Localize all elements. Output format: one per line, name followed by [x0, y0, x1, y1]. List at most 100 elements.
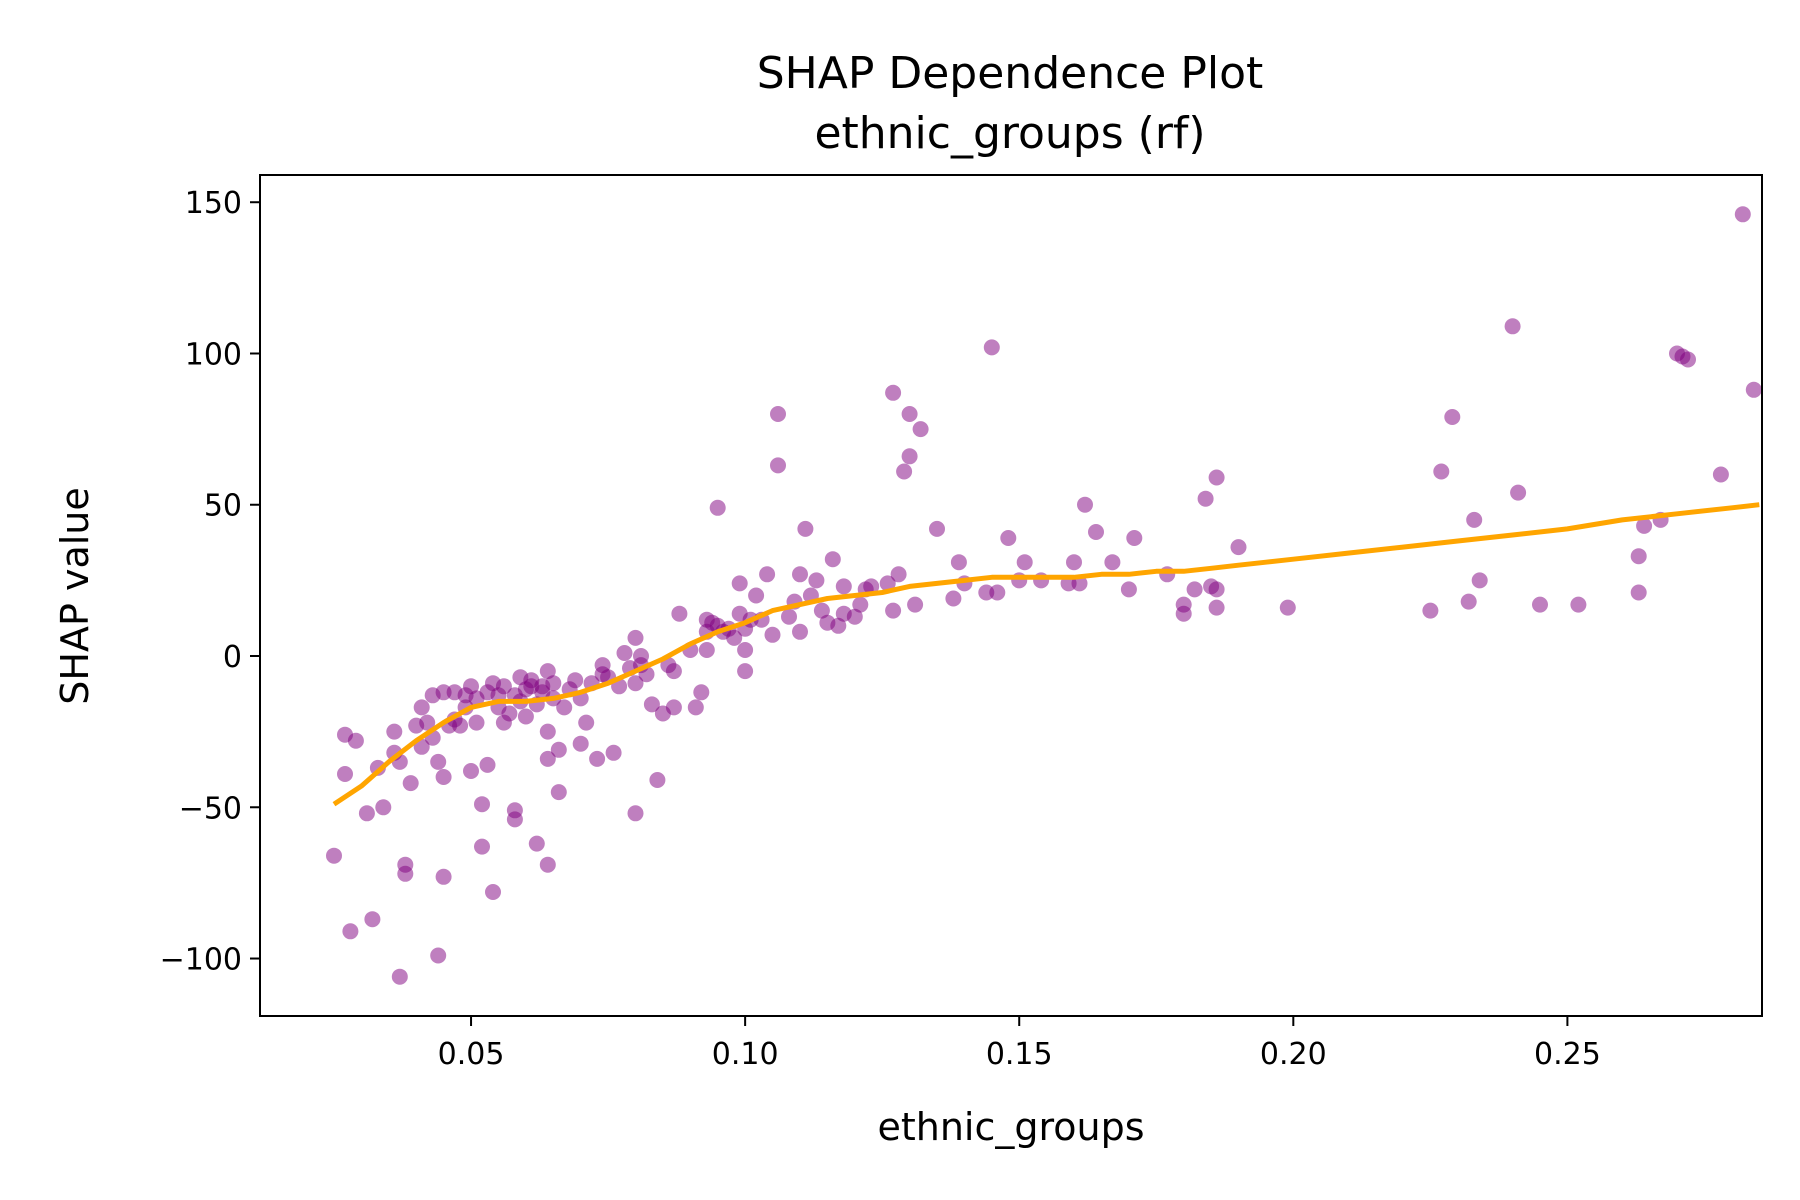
scatter-point [517, 708, 534, 725]
scatter-point [665, 699, 682, 716]
x-tick-label: 0.15 [986, 1037, 1053, 1072]
scatter-point [474, 796, 490, 813]
scatter-point [907, 596, 924, 613]
scatter-point [649, 772, 666, 788]
scatter-point [1197, 490, 1214, 507]
scatter-point [759, 566, 776, 583]
scatter-point [474, 838, 490, 855]
chart-subtitle: ethnic_groups (rf) [814, 108, 1205, 159]
scatter-point [989, 584, 1006, 601]
scatter-point [589, 750, 606, 767]
scatter-point [693, 684, 710, 701]
x-tick-label: 0.25 [1534, 1037, 1601, 1072]
scatter-point [463, 763, 479, 779]
scatter-point [978, 584, 995, 601]
scatter-point [687, 699, 704, 716]
scatter-point [792, 623, 808, 640]
scatter-point [1186, 581, 1203, 598]
scatter-point [364, 911, 381, 928]
scatter-point [1126, 530, 1143, 546]
scatter-point [501, 705, 518, 722]
y-axis-label: SHAP value [53, 487, 97, 704]
scatter-point [539, 856, 556, 873]
scatter-point [698, 642, 715, 658]
scatter-point [430, 753, 447, 770]
scatter-point [737, 663, 754, 680]
scatter-point [1066, 554, 1082, 571]
scatter-point [950, 554, 967, 571]
scatter-point [627, 805, 644, 822]
scatter-point [835, 578, 852, 595]
y-tick-label: 0 [223, 640, 242, 675]
chart-title: SHAP Dependence Plot [757, 48, 1264, 99]
scatter-point [1016, 554, 1033, 571]
scatter-point [813, 602, 830, 619]
scatter-point [528, 835, 545, 852]
y-tick-label: 100 [185, 337, 242, 372]
scatter-point [572, 735, 589, 752]
trend-line [332, 502, 1760, 807]
x-tick-label: 0.10 [712, 1037, 779, 1072]
scatter-point [885, 602, 902, 619]
scatter-point [1088, 524, 1104, 540]
scatter-point [770, 406, 786, 422]
scatter-point [1208, 469, 1225, 486]
scatter-point [616, 645, 633, 661]
scatter-point [358, 805, 375, 822]
scatter-point [709, 499, 726, 516]
scatter-point [539, 723, 556, 740]
scatter-point [748, 587, 765, 604]
scatter-point [506, 802, 523, 819]
scatter-point [479, 756, 496, 773]
scatter-point [386, 723, 403, 740]
scatter-point [781, 608, 797, 625]
scatter-point [863, 578, 880, 595]
x-tick-label: 0.20 [1260, 1037, 1327, 1072]
scatter-point [983, 339, 1000, 356]
scatter-point [1532, 596, 1548, 613]
scatter-point [1630, 548, 1647, 565]
scatter-point [485, 884, 501, 900]
scatter-point [435, 769, 452, 785]
scatter-point [430, 947, 447, 964]
scatter-point [945, 590, 962, 607]
plot-frame [259, 174, 1763, 1017]
y-tick-label: 50 [204, 489, 242, 524]
scatter-point [1734, 206, 1751, 223]
scatter-point [737, 642, 754, 658]
scatter-point [901, 406, 918, 422]
scatter-point [627, 629, 644, 646]
scatter-point [1636, 517, 1653, 534]
scatter-point [1712, 466, 1729, 483]
scatter-point [879, 575, 896, 592]
scatter-point [885, 384, 902, 401]
scatter-point [792, 566, 808, 583]
scatter-point [852, 596, 869, 613]
scatter-point [556, 699, 573, 716]
scatter-point [463, 678, 479, 695]
scatter-point [1433, 463, 1450, 480]
scatter-point [550, 741, 567, 758]
scatter-point [901, 448, 918, 465]
scatter-point [347, 732, 364, 749]
scatter-point [402, 775, 419, 792]
scatter-point [495, 678, 512, 695]
scatter-point [830, 617, 847, 634]
scatter-point [1000, 530, 1017, 546]
y-tick-label: −100 [160, 943, 242, 978]
scatter-point [1466, 511, 1483, 528]
scatter-point [1570, 596, 1587, 613]
scatter-point [1680, 351, 1696, 368]
scatter-point [824, 551, 841, 568]
scatter-point [1745, 381, 1762, 398]
scatter-point [1422, 602, 1439, 619]
scatter-point [1208, 581, 1225, 598]
scatter-point [770, 457, 786, 474]
scatter-point [605, 744, 622, 761]
scatter-point [413, 699, 430, 716]
scatter-point [1460, 593, 1477, 610]
scatter-point [550, 784, 567, 801]
scatter-point [726, 629, 743, 646]
